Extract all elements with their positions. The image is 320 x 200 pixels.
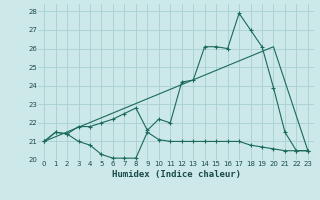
X-axis label: Humidex (Indice chaleur): Humidex (Indice chaleur) — [111, 170, 241, 179]
